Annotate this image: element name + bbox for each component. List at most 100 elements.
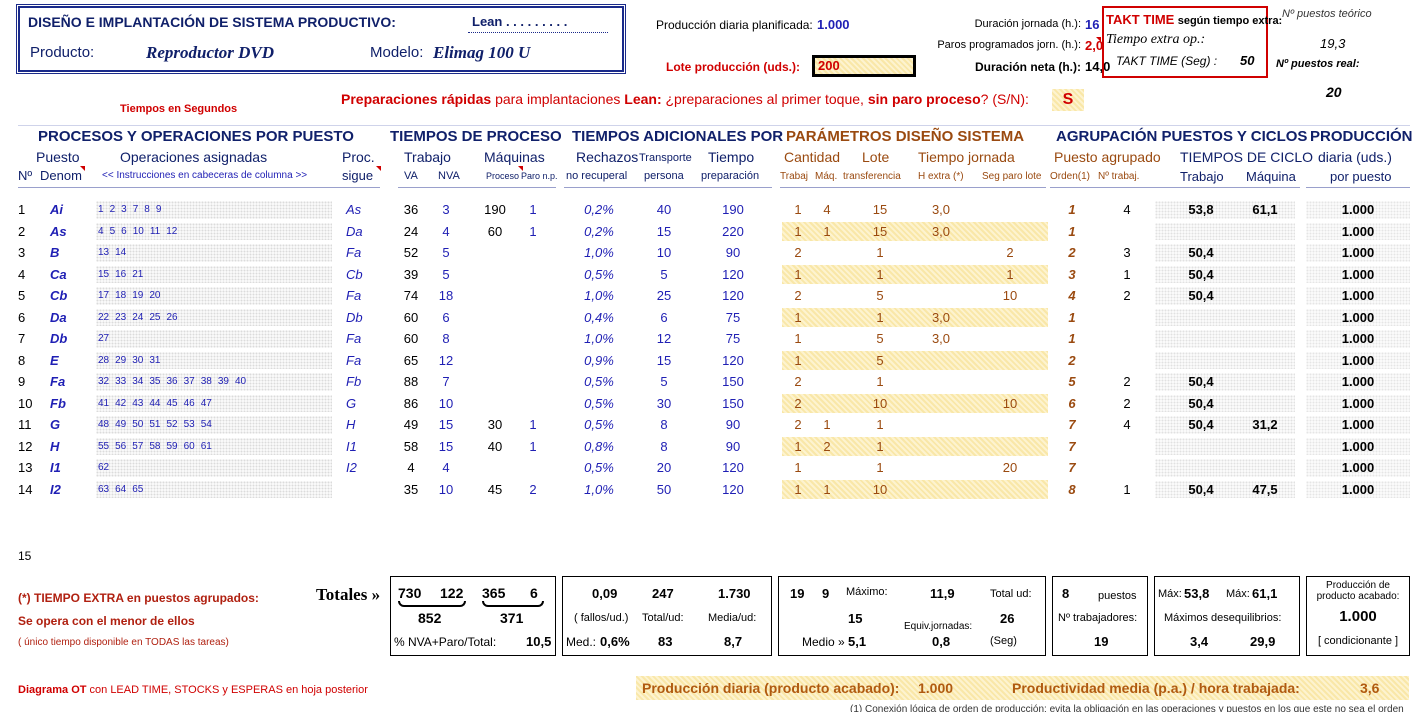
cell-nva[interactable]: 5 (442, 266, 450, 282)
cell-prod[interactable]: 1.000 (1341, 223, 1375, 239)
station-denom[interactable]: I2 (50, 481, 61, 497)
cell-tr[interactable]: 8 (660, 417, 668, 432)
cell-va[interactable]: 60 (403, 309, 419, 325)
cell-nva[interactable]: 18 (438, 288, 454, 303)
next-process[interactable]: I1 (346, 438, 357, 454)
cell-va[interactable]: 24 (403, 223, 419, 239)
cell-nva[interactable]: 10 (438, 481, 454, 497)
assigned-operations[interactable]: 22 23 24 25 26 (98, 312, 184, 323)
cell-cyt[interactable]: 50,4 (1188, 266, 1214, 282)
cell-nva[interactable]: 10 (438, 395, 454, 411)
cell-va[interactable]: 60 (403, 331, 419, 346)
next-process[interactable]: Cb (346, 266, 363, 282)
next-process[interactable]: As (346, 202, 362, 217)
cell-rech[interactable]: 0,5% (584, 374, 614, 389)
station-denom[interactable]: Da (50, 309, 67, 325)
cell-prep[interactable]: 120 (722, 288, 744, 303)
cell-nva[interactable]: 15 (438, 438, 454, 454)
cell-nt[interactable]: 4 (1123, 417, 1131, 432)
cell-sp[interactable]: 2 (1006, 245, 1014, 260)
cell-prod[interactable]: 1.000 (1341, 202, 1375, 217)
cell-lote[interactable]: 1 (876, 374, 884, 389)
cell-lote[interactable]: 1 (876, 460, 884, 475)
cell-ct[interactable]: 2 (794, 288, 802, 303)
cell-mp[interactable]: 60 (487, 223, 503, 239)
cell-cm[interactable]: 4 (823, 202, 831, 217)
station-denom[interactable]: Fb (50, 395, 66, 411)
assigned-operations[interactable]: 4 5 6 10 11 12 (98, 226, 183, 237)
cell-cyt[interactable]: 50,4 (1188, 417, 1214, 432)
station-denom[interactable]: I1 (50, 460, 61, 475)
cell-rech[interactable]: 0,9% (584, 352, 614, 368)
next-process[interactable]: Fa (346, 288, 362, 303)
cell-prep[interactable]: 190 (722, 202, 744, 217)
assigned-operations[interactable]: 15 16 21 (98, 269, 149, 280)
assigned-operations[interactable]: 48 49 50 51 52 53 54 (98, 419, 218, 430)
cell-va[interactable]: 49 (403, 417, 419, 432)
cell-lote[interactable]: 5 (876, 352, 884, 368)
cell-prod[interactable]: 1.000 (1341, 374, 1375, 389)
cell-rech[interactable]: 1,0% (584, 288, 614, 303)
cell-prep[interactable]: 75 (725, 331, 741, 346)
cell-ord[interactable]: 8 (1068, 481, 1076, 497)
cell-nva[interactable]: 4 (442, 223, 450, 239)
cell-ct[interactable]: 1 (794, 266, 802, 282)
cell-rech[interactable]: 0,4% (584, 309, 614, 325)
assigned-operations[interactable]: 28 29 30 31 (98, 355, 167, 366)
cell-prep[interactable]: 220 (722, 223, 744, 239)
cell-ord[interactable]: 2 (1068, 352, 1076, 368)
cell-nva[interactable]: 4 (442, 460, 450, 475)
lot-size-input[interactable]: 200 (812, 55, 916, 77)
cell-nva[interactable]: 3 (442, 202, 450, 217)
cell-tr[interactable]: 5 (660, 374, 668, 389)
cell-prod[interactable]: 1.000 (1341, 395, 1375, 411)
cell-cm[interactable]: 1 (823, 223, 831, 239)
cell-nt[interactable]: 2 (1123, 395, 1131, 411)
cell-nva[interactable]: 7 (442, 374, 450, 389)
cell-nt[interactable]: 1 (1123, 266, 1131, 282)
cell-sp[interactable]: 1 (1006, 266, 1014, 282)
station-denom[interactable]: G (50, 417, 61, 432)
cell-ct[interactable]: 1 (794, 438, 802, 454)
cell-ct[interactable]: 2 (794, 417, 802, 432)
cell-tr[interactable]: 15 (656, 352, 672, 368)
cell-va[interactable]: 88 (403, 374, 419, 389)
cell-prod[interactable]: 1.000 (1341, 417, 1375, 432)
assigned-operations[interactable]: 27 (98, 333, 115, 344)
cell-cyt[interactable]: 50,4 (1188, 374, 1214, 389)
cell-tr[interactable]: 10 (656, 245, 672, 260)
cell-nt[interactable]: 4 (1123, 202, 1131, 217)
cell-cyt[interactable]: 50,4 (1188, 245, 1214, 260)
cell-prod[interactable]: 1.000 (1341, 288, 1375, 303)
assigned-operations[interactable]: 32 33 34 35 36 37 38 39 40 (98, 376, 252, 387)
cell-cm[interactable]: 2 (823, 438, 831, 454)
cell-ct[interactable]: 1 (794, 460, 802, 475)
cell-cm[interactable]: 1 (823, 417, 831, 432)
cell-ct[interactable]: 1 (794, 202, 802, 217)
cell-rech[interactable]: 0,5% (584, 460, 614, 475)
next-process[interactable]: Db (346, 309, 363, 325)
assigned-operations[interactable]: 17 18 19 20 (98, 290, 167, 301)
station-denom[interactable]: H (50, 438, 60, 454)
cell-nt[interactable]: 1 (1123, 481, 1131, 497)
cell-va[interactable]: 35 (403, 481, 419, 497)
cell-tr[interactable]: 40 (656, 202, 672, 217)
cell-rech[interactable]: 0,5% (584, 417, 614, 432)
cell-va[interactable]: 52 (403, 245, 419, 260)
cell-ct[interactable]: 1 (794, 223, 802, 239)
assigned-operations[interactable]: 63 64 65 (98, 484, 149, 495)
cell-lote[interactable]: 1 (876, 438, 884, 454)
cell-mp[interactable]: 40 (487, 438, 503, 454)
cell-mn[interactable]: 1 (529, 438, 537, 454)
cell-lote[interactable]: 10 (872, 395, 888, 411)
cell-hx[interactable]: 3,0 (931, 331, 951, 346)
cell-prep[interactable]: 150 (722, 395, 744, 411)
cell-nt[interactable]: 2 (1123, 374, 1131, 389)
cell-nva[interactable]: 6 (442, 309, 450, 325)
cell-ord[interactable]: 5 (1068, 374, 1076, 389)
cell-ord[interactable]: 7 (1068, 438, 1076, 454)
quick-setup-value[interactable]: S (1052, 89, 1084, 111)
cell-hx[interactable]: 3,0 (931, 223, 951, 239)
next-process[interactable]: G (346, 395, 357, 411)
cell-nva[interactable]: 8 (442, 331, 450, 346)
